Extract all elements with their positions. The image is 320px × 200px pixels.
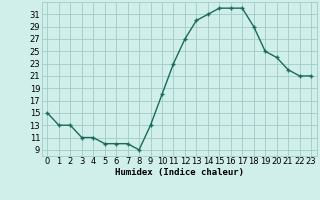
X-axis label: Humidex (Indice chaleur): Humidex (Indice chaleur) (115, 168, 244, 177)
